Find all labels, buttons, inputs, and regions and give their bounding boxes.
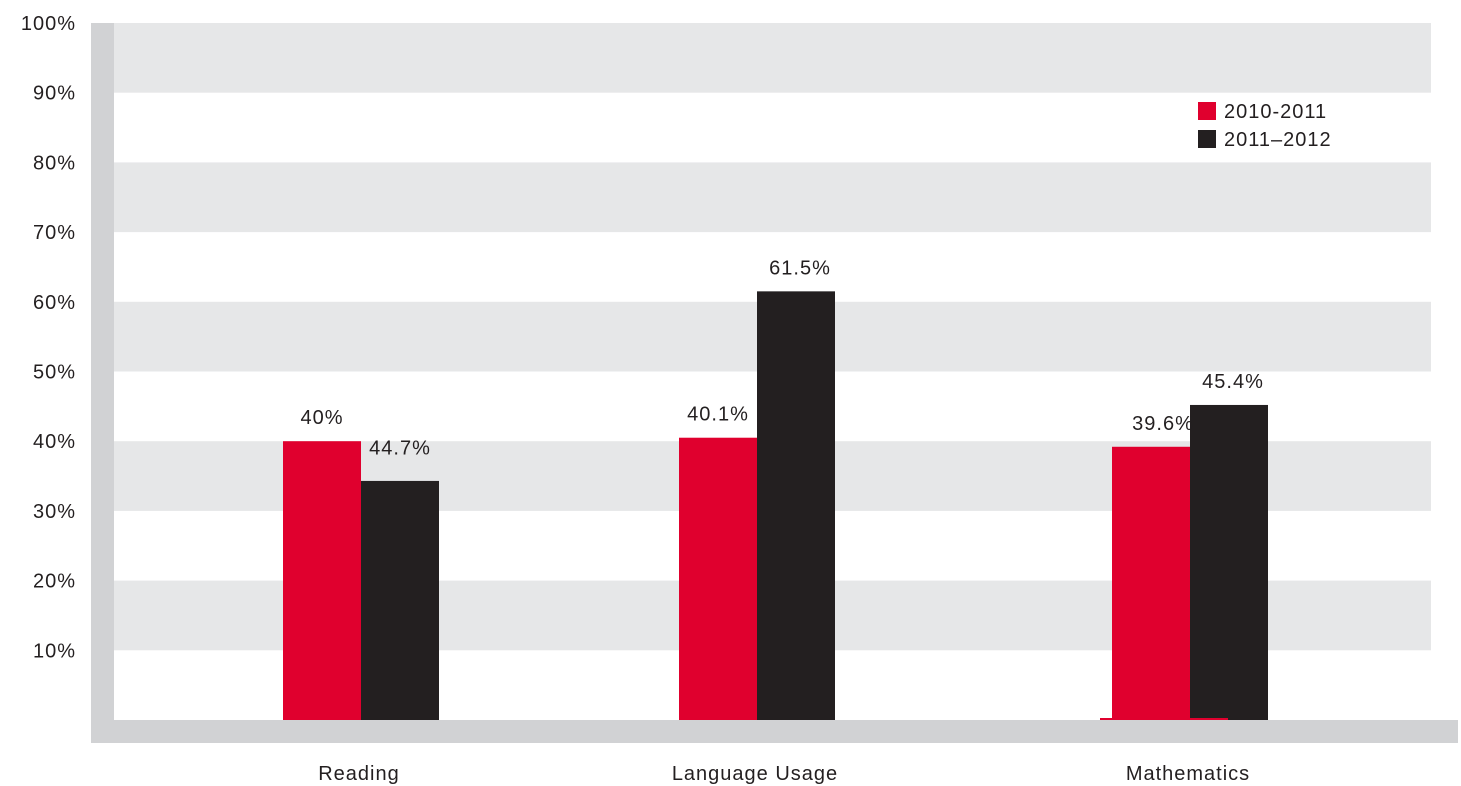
category-label: Language Usage (672, 763, 838, 785)
bar-2010-2011-reading (283, 441, 361, 720)
bar-2011-2012-reading (361, 480, 439, 720)
category-label: Reading (318, 763, 400, 785)
baseline-sliver (1100, 718, 1228, 720)
grid-band (114, 23, 1431, 93)
data-label: 61.5% (769, 257, 831, 279)
y-tick-label: 90% (33, 83, 76, 105)
category-label: Mathematics (1126, 763, 1250, 785)
y-axis-ticks: 10% 20% 30% 40% 50% 60% 70% 80% 90% 100% (21, 13, 76, 662)
data-label: 40.1% (687, 404, 749, 426)
y-tick-label: 100% (21, 13, 76, 35)
y-tick-label: 80% (33, 152, 76, 174)
data-label: 44.7% (369, 437, 431, 459)
data-labels: 40% 40.1% 39.6% 44.7% 61.5% 45.4% (300, 257, 1264, 459)
legend: 2010-2011 2011–2012 (1198, 101, 1332, 151)
chart-frame (91, 23, 1458, 743)
y-tick-label: 50% (33, 362, 76, 384)
y-tick-label: 40% (33, 431, 76, 453)
legend-swatch (1198, 130, 1216, 148)
data-label: 40% (300, 407, 343, 429)
y-tick-label: 30% (33, 501, 76, 523)
data-label: 45.4% (1202, 371, 1264, 393)
y-tick-label: 20% (33, 571, 76, 593)
bars (283, 291, 1268, 720)
x-axis-categories: Reading Language Usage Mathematics (318, 763, 1250, 785)
legend-label: 2010-2011 (1224, 101, 1327, 123)
bar-2010-2011-mathematics (1112, 446, 1190, 720)
frame-left (91, 23, 114, 743)
y-tick-label: 70% (33, 222, 76, 244)
bar-2011-2012-language-usage (757, 291, 835, 720)
frame-bottom (91, 720, 1458, 743)
legend-swatch (1198, 102, 1216, 120)
y-tick-label: 60% (33, 292, 76, 314)
legend-label: 2011–2012 (1224, 129, 1332, 151)
bar-2010-2011-language-usage (679, 437, 757, 720)
y-tick-label: 10% (33, 640, 76, 662)
data-label: 39.6% (1132, 413, 1194, 435)
bar-2011-2012-mathematics (1190, 404, 1268, 720)
grid-band (114, 162, 1431, 233)
